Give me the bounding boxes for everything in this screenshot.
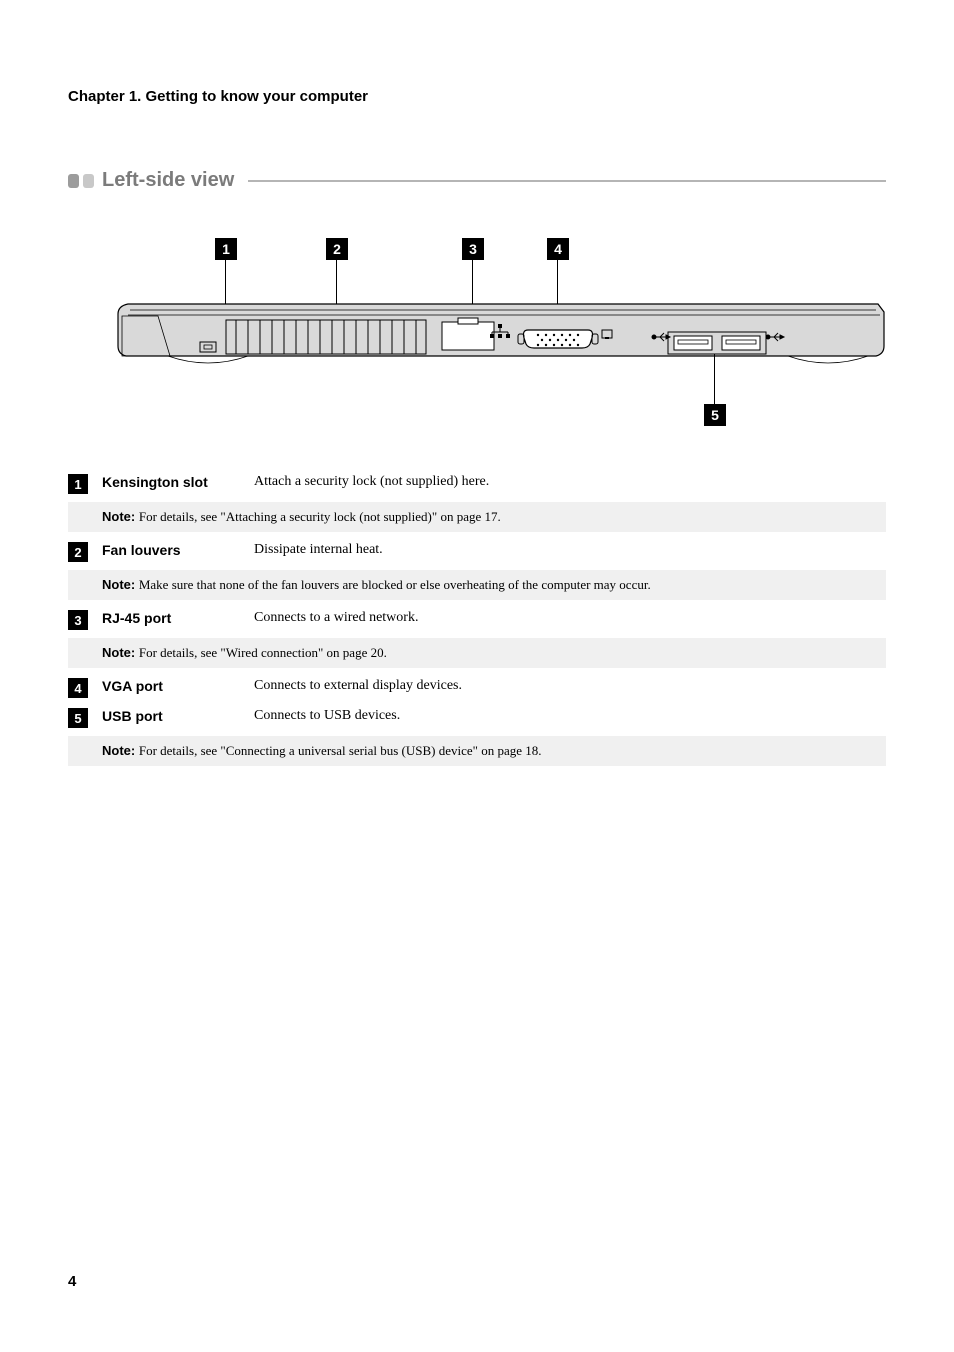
- callout-4: 4: [547, 238, 569, 260]
- callout-2: 2: [326, 238, 348, 260]
- note-label: Note:: [102, 743, 139, 758]
- callout-3: 3: [462, 238, 484, 260]
- item-description: Dissipate internal heat.: [254, 540, 383, 558]
- item-term: Fan louvers: [102, 540, 254, 558]
- item-number: 4: [68, 678, 88, 698]
- item-description: Connects to external display devices.: [254, 676, 462, 694]
- item-term: VGA port: [102, 676, 254, 694]
- item-note: Note: For details, see "Attaching a secu…: [68, 502, 886, 532]
- note-text: For details, see "Wired connection" on p…: [139, 645, 387, 660]
- section-header: Left-side view: [68, 169, 886, 192]
- item-number: 1: [68, 474, 88, 494]
- note-text: For details, see "Connecting a universal…: [139, 743, 542, 758]
- bullet-2: [83, 174, 94, 188]
- callout-1: 1: [215, 238, 237, 260]
- callout-line-5: [714, 354, 715, 404]
- bullet-1: [68, 174, 79, 188]
- item-description: Attach a security lock (not supplied) he…: [254, 472, 489, 490]
- item-description: Connects to a wired network.: [254, 608, 418, 626]
- laptop-side-illustration: [108, 290, 888, 390]
- desc-row: 1 Kensington slotAttach a security lock (…: [68, 468, 886, 498]
- note-text: Make sure that none of the fan louvers a…: [139, 577, 651, 592]
- desc-row: 3 RJ-45 portConnects to a wired network.: [68, 604, 886, 634]
- section-title: Left-side view: [102, 169, 234, 192]
- desc-row: 5 USB portConnects to USB devices.: [68, 702, 886, 732]
- left-side-diagram: 1 2 3 4: [108, 238, 888, 438]
- note-text: For details, see "Attaching a security l…: [139, 509, 501, 524]
- note-label: Note:: [102, 645, 139, 660]
- chapter-title: Chapter 1. Getting to know your computer: [68, 88, 886, 105]
- section-line: [248, 180, 886, 182]
- item-number: 5: [68, 708, 88, 728]
- item-term: RJ-45 port: [102, 608, 254, 626]
- note-label: Note:: [102, 577, 139, 592]
- section-bullets: [68, 174, 94, 188]
- description-table: 1 Kensington slotAttach a security lock (…: [68, 468, 886, 766]
- desc-row: 4 VGA portConnects to external display de…: [68, 672, 886, 702]
- note-label: Note:: [102, 509, 139, 524]
- item-note: Note: For details, see "Connecting a uni…: [68, 736, 886, 766]
- item-number: 2: [68, 542, 88, 562]
- callout-5: 5: [704, 404, 726, 426]
- item-description: Connects to USB devices.: [254, 706, 400, 724]
- item-note: Note: For details, see "Wired connection…: [68, 638, 886, 668]
- page-number: 4: [68, 1273, 76, 1290]
- item-term: Kensington slot: [102, 472, 254, 490]
- desc-row: 2 Fan louversDissipate internal heat.: [68, 536, 886, 566]
- item-note: Note: Make sure that none of the fan lou…: [68, 570, 886, 600]
- item-number: 3: [68, 610, 88, 630]
- item-term: USB port: [102, 706, 254, 724]
